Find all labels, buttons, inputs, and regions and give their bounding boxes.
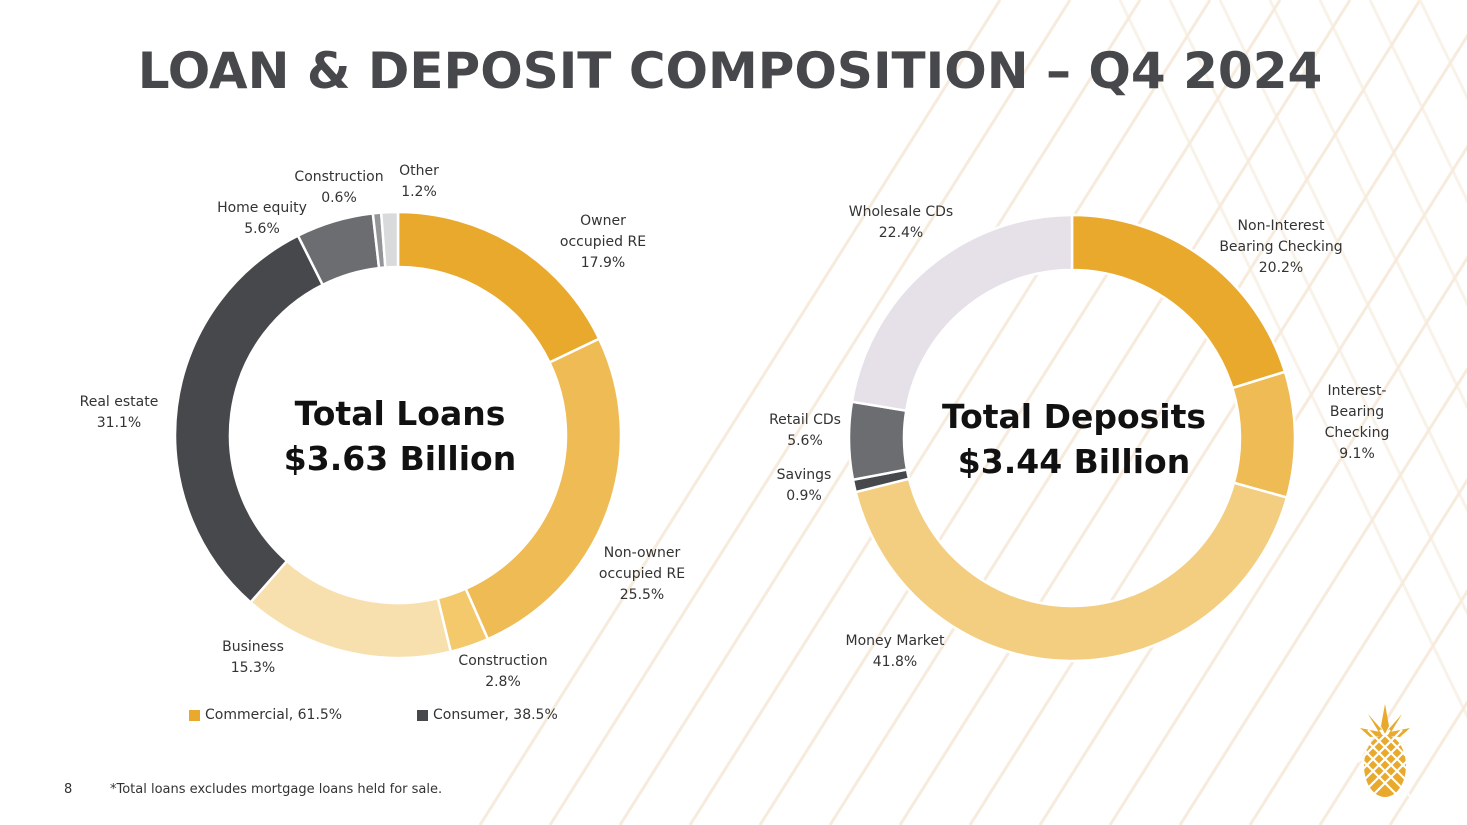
slice-label: Non-owner occupied RE 25.5% bbox=[599, 545, 685, 603]
page-title: LOAN & DEPOSIT COMPOSITION – Q4 2024 bbox=[137, 42, 1323, 100]
background-line bbox=[478, 0, 1002, 825]
background-line bbox=[1268, 0, 1467, 410]
legend-swatch bbox=[417, 709, 428, 721]
background-line bbox=[688, 0, 1212, 825]
slice-label: Savings 0.9% bbox=[777, 467, 832, 504]
legend-label: Commercial, 61.5% bbox=[205, 707, 343, 723]
slice-label: Business 15.3% bbox=[222, 639, 284, 676]
slice-label: Money Market 41.8% bbox=[846, 633, 946, 670]
background-line bbox=[1368, 0, 1467, 204]
legend-swatch bbox=[189, 709, 200, 721]
legend-label: Consumer, 38.5% bbox=[433, 707, 558, 723]
background-line bbox=[1318, 0, 1467, 307]
slice-label: Other 1.2% bbox=[399, 163, 439, 200]
slice-label: Owner occupied RE 17.9% bbox=[560, 213, 646, 271]
background-line bbox=[1218, 0, 1467, 513]
slice-label: Construction 2.8% bbox=[458, 653, 547, 690]
donut-slice bbox=[1230, 370, 1297, 500]
donut-slice bbox=[850, 213, 1074, 413]
footnote: *Total loans excludes mortgage loans hel… bbox=[110, 782, 443, 797]
background-line bbox=[1248, 477, 1467, 825]
background-line bbox=[1038, 144, 1467, 825]
background-line bbox=[898, 0, 1422, 825]
background-line bbox=[1118, 0, 1467, 720]
donut-slice bbox=[379, 210, 400, 269]
slice-label: Interest-Bearing Checking 9.1% bbox=[1325, 383, 1390, 462]
background-line bbox=[1108, 255, 1467, 825]
page-number: 8 bbox=[64, 782, 73, 797]
donut-slice bbox=[854, 477, 1289, 663]
legend-item-consumer: Consumer, 38.5% bbox=[417, 707, 558, 723]
slice-label: Wholesale CDs 22.4% bbox=[849, 204, 953, 241]
slice-label: Non-Interest Bearing Checking 20.2% bbox=[1219, 218, 1342, 276]
background-line bbox=[548, 0, 1072, 825]
donut-slice bbox=[464, 337, 623, 641]
center-label: $3.63 Billion bbox=[284, 439, 516, 478]
background-line bbox=[828, 0, 1352, 825]
slice-label: Real estate 31.1% bbox=[80, 394, 159, 431]
background-line bbox=[758, 0, 1282, 825]
donut-slice bbox=[847, 400, 909, 482]
legend-item-commercial: Commercial, 61.5% bbox=[189, 707, 342, 723]
center-label: Total Loans bbox=[295, 394, 506, 433]
pineapple-icon bbox=[1358, 704, 1412, 800]
slice-label: Construction 0.6% bbox=[294, 169, 383, 206]
center-label: Total Deposits bbox=[942, 397, 1206, 436]
slice-label: Home equity 5.6% bbox=[217, 200, 307, 237]
donut-slice bbox=[173, 233, 325, 605]
background-line bbox=[1318, 588, 1467, 825]
background-line bbox=[968, 33, 1467, 825]
background-line bbox=[1178, 366, 1467, 825]
center-label: $3.44 Billion bbox=[958, 442, 1190, 481]
slice-label: Retail CDs 5.6% bbox=[769, 412, 841, 449]
